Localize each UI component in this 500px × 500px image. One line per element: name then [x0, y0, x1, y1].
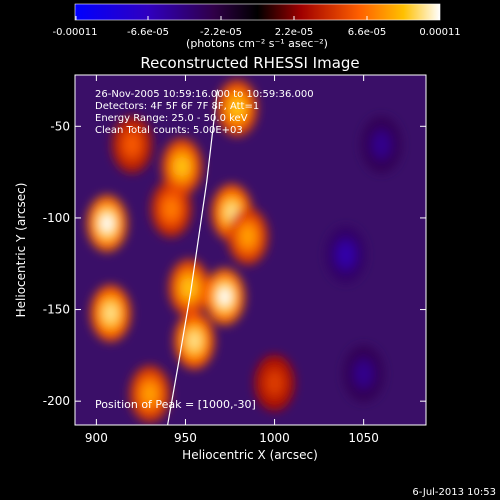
- source-blob: [169, 259, 210, 316]
- source-blob: [90, 285, 131, 342]
- y-tick-label: -200: [43, 394, 70, 408]
- annotation-line: Detectors: 4F 5F 6F 7F 8F, Att=1: [95, 101, 259, 112]
- colorbar-ticks: [75, 16, 440, 20]
- source-blob: [217, 79, 258, 136]
- source-blob: [112, 116, 153, 173]
- colorbar-tick-label: 2.2e-05: [275, 27, 313, 38]
- annotation-line: Clean Total counts: 5.00E+03: [95, 125, 243, 136]
- annotation-block: 26-Nov-2005 10:59:16.000 to 10:59:36.000…: [95, 89, 314, 136]
- source-blob: [161, 138, 202, 195]
- colorbar-tick-label: 6.6e-05: [348, 27, 386, 38]
- plot-frame: [74, 74, 427, 426]
- colorbar-tick-labels: -0.00011 -6.6e-05 -2.2e-05 2.2e-05 6.6e-05 0.…: [53, 27, 461, 38]
- x-tick-label: 1050: [348, 431, 379, 445]
- source-blob: [254, 354, 295, 411]
- y-tick-label: -50: [50, 119, 70, 133]
- colorbar-tick-label: 0.00011: [419, 27, 460, 38]
- colorbar-tick-label: -6.6e-05: [127, 27, 169, 38]
- source-blob: [343, 345, 384, 402]
- annotation-line: Energy Range: 25.0 - 50.0 keV: [95, 113, 248, 124]
- plot-area: [75, 75, 426, 425]
- source-blob: [361, 116, 402, 173]
- y-axis-label: Heliocentric Y (arcsec): [14, 183, 28, 318]
- y-tick-label: -150: [43, 303, 70, 317]
- colorbar-label: (photons cm⁻² s⁻¹ asec⁻²): [186, 37, 328, 50]
- x-axis-ticks: 900 950 1000 1050: [85, 75, 379, 445]
- source-blob: [87, 195, 128, 252]
- timestamp: 6-Jul-2013 10:53: [412, 487, 496, 498]
- source-blob: [325, 226, 366, 283]
- peak-position-label: Position of Peak = [1000,-30]: [95, 398, 256, 411]
- x-tick-label: 950: [174, 431, 197, 445]
- x-axis-label: Heliocentric X (arcsec): [182, 448, 318, 462]
- chart-title: Reconstructed RHESSI Image: [140, 54, 359, 72]
- y-tick-label: -100: [43, 211, 70, 225]
- source-blob: [227, 208, 268, 265]
- colorbar-tick-label: -2.2e-05: [200, 27, 242, 38]
- y-axis-ticks: -50 -100 -150 -200: [43, 119, 426, 408]
- source-blob: [129, 365, 170, 422]
- x-tick-label: 1000: [259, 431, 290, 445]
- solar-limb-curve: [167, 89, 219, 425]
- colorbar-tick-label: -0.00011: [53, 27, 98, 38]
- source-blob: [174, 312, 215, 369]
- source-blob: [151, 180, 192, 237]
- colorbar: [74, 3, 441, 21]
- source-blob: [204, 268, 245, 325]
- annotation-line: 26-Nov-2005 10:59:16.000 to 10:59:36.000: [95, 89, 314, 100]
- x-tick-label: 900: [85, 431, 108, 445]
